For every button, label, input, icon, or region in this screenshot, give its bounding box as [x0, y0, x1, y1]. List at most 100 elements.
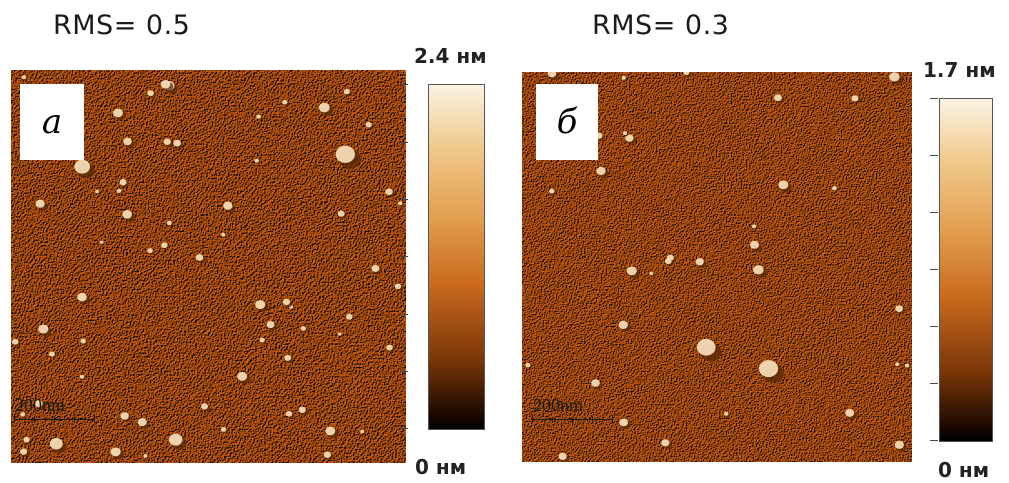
grain-highlight: [664, 258, 672, 265]
scale-bar-b: 200nm: [532, 395, 614, 429]
grain-highlight: [237, 371, 248, 381]
grain-highlight: [649, 271, 654, 276]
grain-highlight: [832, 186, 837, 191]
grain-highlight: [254, 158, 259, 163]
colorbar-tick: [400, 371, 408, 372]
grain-highlight: [166, 220, 172, 226]
colorbar-min-label-b: 0 нм: [938, 458, 990, 482]
rms-label-b: RMS= 0.3: [592, 10, 730, 41]
grain-highlight: [161, 242, 168, 249]
grain-highlight: [661, 439, 670, 447]
grain-highlight: [904, 363, 910, 368]
grain-highlight: [200, 403, 209, 410]
panel-b: RMS= 0.3 б 200nm: [500, 0, 1009, 483]
grain-highlight: [116, 188, 122, 193]
scale-bar-label-b: 200nm: [533, 395, 584, 415]
grain-highlight: [282, 99, 288, 105]
grain-highlight: [695, 258, 704, 266]
panel-letter-box-b: б: [536, 84, 598, 160]
panel-letter-b: б: [556, 102, 578, 142]
colorbar-tick: [400, 428, 408, 429]
grain-highlight: [195, 254, 204, 261]
grain-highlight: [343, 88, 350, 95]
grain-highlight: [95, 189, 99, 194]
grain-highlight: [365, 121, 372, 128]
scale-tick: [34, 417, 35, 423]
grain-highlight: [223, 201, 233, 210]
grain-highlight: [778, 180, 789, 190]
scale-tick: [54, 417, 55, 423]
grain-highlight: [558, 452, 567, 461]
colorbar-tick: [930, 269, 938, 270]
grain-highlight: [758, 360, 779, 378]
grain-highlight: [259, 337, 265, 343]
grain-highlight: [21, 75, 27, 80]
grain-highlight: [284, 354, 292, 361]
grain-highlight: [591, 379, 600, 387]
grain-highlight: [110, 447, 121, 457]
colorbar-a: [428, 84, 485, 430]
colorbar-b: [939, 98, 993, 442]
grain-highlight: [683, 72, 690, 76]
grain-highlight: [337, 210, 345, 217]
scale-tick: [532, 415, 533, 423]
grain-highlight: [74, 159, 91, 174]
grain-highlight: [122, 209, 133, 219]
grain-highlight: [397, 201, 403, 206]
grain-highlight: [394, 283, 402, 290]
colorbar-tick: [930, 98, 938, 99]
grain-highlight: [23, 436, 30, 443]
grain-highlight: [360, 429, 365, 434]
grain-highlight: [160, 79, 171, 89]
grain-highlight: [385, 188, 393, 196]
grain-highlight: [596, 166, 606, 176]
panel-letter-a: а: [41, 102, 63, 142]
grain-highlight: [11, 338, 19, 345]
scale-tick: [14, 415, 15, 423]
grain-highlight: [77, 292, 87, 302]
grain-highlight: [323, 451, 331, 458]
colorbar-tick: [400, 256, 408, 257]
grain-highlight: [99, 240, 104, 244]
scale-tick: [572, 417, 573, 423]
grain-highlight: [123, 137, 132, 146]
grain-highlight: [168, 433, 183, 446]
grain-highlight: [113, 108, 123, 118]
grain-highlight: [80, 338, 86, 344]
grain-highlight: [889, 72, 900, 82]
colorbar-max-label-b: 1.7 нм: [923, 58, 996, 82]
panel-a: RMS= 0.5 а 200nm: [0, 0, 500, 483]
grain-highlight: [49, 437, 63, 450]
scale-bar-a: 200nm: [14, 395, 96, 429]
grain-highlight: [163, 138, 171, 145]
colorbar-tick: [930, 212, 938, 213]
panel-letter-box-a: а: [20, 84, 84, 160]
colorbar-min-label-a: 0 нм: [415, 455, 467, 479]
colorbar-tick: [400, 142, 408, 143]
grain-highlight: [753, 265, 764, 275]
grain-highlight: [549, 188, 555, 194]
grain-highlight: [895, 362, 900, 367]
colorbar-tick: [930, 155, 938, 156]
colorbar-max-label-a: 2.4 нм: [414, 44, 487, 68]
grain-highlight: [38, 324, 49, 334]
scale-tick: [552, 417, 553, 423]
grain-highlight: [619, 418, 629, 427]
scale-bar-label-a: 200nm: [15, 395, 66, 415]
grain-highlight: [79, 374, 85, 379]
grain-highlight: [625, 134, 634, 142]
grain-highlight: [282, 298, 291, 306]
grain-highlight: [338, 332, 342, 336]
grain-highlight: [143, 454, 148, 458]
grain-highlight: [621, 75, 626, 80]
grain-highlight: [618, 320, 628, 330]
grain-highlight: [750, 240, 760, 249]
colorbar-tick: [930, 326, 938, 327]
colorbar-tick: [400, 314, 408, 315]
grain-highlight: [147, 90, 154, 97]
grain-highlight: [386, 344, 393, 351]
grain-highlight: [751, 224, 757, 229]
grain-highlight: [34, 400, 43, 408]
grain-highlight: [325, 426, 336, 436]
colorbar-tick: [930, 383, 938, 384]
